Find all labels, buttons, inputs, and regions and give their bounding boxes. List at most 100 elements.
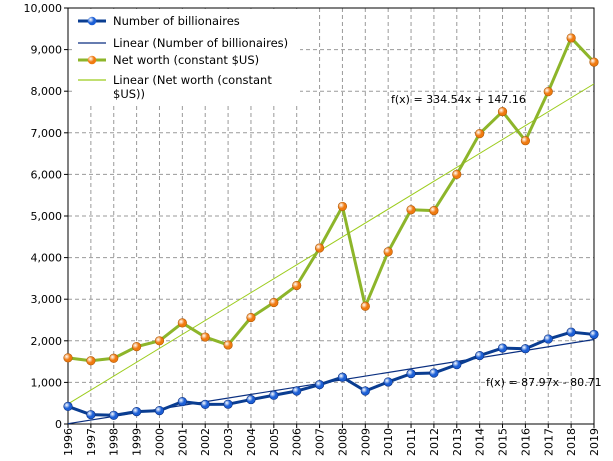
data-point-billionaires	[383, 377, 393, 387]
x-tick-label: 2011	[405, 428, 418, 456]
data-point-billionaires	[154, 406, 165, 416]
trendline-networth	[67, 83, 595, 405]
data-point-networth	[246, 312, 256, 323]
data-point-networth	[475, 129, 485, 139]
x-tick-label: 1996	[62, 428, 75, 456]
x-tick-label: 2012	[428, 428, 441, 456]
x-tick-label: 2006	[291, 428, 304, 456]
y-tick-label: 1,000	[31, 376, 63, 389]
data-point-networth	[566, 33, 576, 43]
y-tick-label: 6,000	[31, 168, 63, 181]
data-point-billionaires	[429, 368, 439, 378]
y-tick-label: 10,000	[24, 2, 63, 15]
legend-box	[72, 9, 300, 103]
data-point-networth	[223, 340, 233, 350]
data-point-networth	[406, 205, 416, 215]
trend-formulas: f(x) = 334.54x + 147.16 f(x) = 87.97x - …	[391, 93, 602, 389]
data-point-billionaires	[246, 394, 256, 405]
data-point-billionaires	[109, 410, 119, 420]
legend-label: $US))	[113, 87, 145, 101]
data-point-networth	[177, 318, 187, 328]
x-tick-label: 2019	[588, 428, 601, 456]
data-point-networth	[360, 301, 370, 311]
y-tick-label: 5,000	[31, 210, 63, 223]
data-point-billionaires	[177, 397, 187, 407]
data-point-billionaires	[406, 369, 416, 379]
x-tick-label: 1999	[131, 428, 144, 456]
x-tick-label: 2004	[245, 428, 258, 456]
data-point-billionaires	[223, 399, 233, 409]
data-point-networth	[109, 353, 119, 363]
x-tick-label: 1998	[108, 428, 121, 456]
x-tick-label: 1997	[85, 428, 98, 456]
data-point-billionaires	[475, 350, 485, 361]
x-tick-label: 2016	[519, 428, 532, 456]
data-point-networth	[63, 353, 73, 363]
data-point-billionaires	[63, 401, 73, 412]
x-tick-label: 2003	[222, 428, 235, 456]
legend-label: Number of billionaires	[113, 14, 240, 28]
data-point-billionaires	[543, 334, 553, 344]
y-tick-label: 3,000	[31, 293, 63, 306]
data-point-billionaires	[292, 386, 302, 396]
x-tick-label: 2017	[542, 428, 555, 456]
data-point-billionaires	[314, 380, 325, 390]
trendlines	[67, 83, 595, 425]
data-point-billionaires	[452, 360, 462, 370]
data-point-networth	[520, 136, 530, 146]
data-point-billionaires	[589, 329, 599, 340]
x-tick-label: 2002	[199, 428, 212, 456]
data-point-billionaires	[497, 343, 508, 353]
y-tick-label: 0	[55, 418, 62, 431]
x-tick-label: 2007	[314, 428, 327, 456]
networth-trend-formula: f(x) = 334.54x + 147.16	[391, 93, 526, 106]
y-tick-label: 4,000	[31, 252, 63, 265]
legend-label: Linear (Net worth (constant	[113, 73, 272, 87]
x-tick-label: 2014	[474, 428, 487, 456]
legend: Number of billionaires Linear (Number of …	[72, 9, 300, 103]
data-point-billionaires	[566, 327, 576, 337]
data-point-networth	[269, 297, 279, 308]
data-point-billionaires	[337, 372, 348, 382]
data-point-networth	[132, 342, 142, 352]
legend-label: Net worth (constant $US)	[113, 53, 259, 67]
x-tick-label: 2009	[359, 428, 372, 456]
y-tick-label: 2,000	[31, 335, 63, 348]
axes	[64, 7, 595, 428]
data-point-networth	[154, 336, 165, 346]
data-point-networth	[86, 356, 96, 366]
data-point-networth	[497, 106, 508, 117]
data-point-networth	[589, 57, 599, 67]
data-point-billionaires	[86, 410, 96, 420]
data-point-billionaires	[360, 386, 370, 396]
x-tick-label: 2013	[451, 428, 464, 456]
data-point-networth	[383, 247, 393, 257]
data-point-billionaires	[269, 390, 279, 400]
y-tick-label: 9,000	[31, 44, 63, 57]
x-tick-label: 2015	[497, 428, 510, 456]
data-point-billionaires	[132, 407, 142, 417]
series	[63, 33, 599, 420]
billionaires-trend-formula: f(x) = 87.97x - 80.71	[486, 376, 602, 389]
data-point-billionaires	[520, 344, 530, 354]
legend-label: Linear (Number of billionaires)	[113, 36, 288, 50]
legend-swatch-marker	[87, 55, 97, 65]
x-tick-label: 2018	[565, 428, 578, 456]
x-tick-label: 2000	[153, 428, 166, 456]
data-point-networth	[452, 169, 462, 179]
x-tick-label: 2010	[382, 428, 395, 456]
data-point-networth	[543, 87, 553, 97]
legend-swatch-marker	[87, 16, 97, 26]
x-tick-label: 2001	[176, 428, 189, 456]
y-tick-label: 8,000	[31, 85, 63, 98]
x-tick-label: 2008	[336, 428, 349, 456]
data-point-networth	[337, 201, 348, 212]
y-tick-label: 7,000	[31, 127, 63, 140]
data-point-networth	[200, 332, 210, 342]
tick-labels: 0 1,000 2,000 3,000 4,000 5,000 6,000 7,000 8,00…	[24, 2, 602, 456]
x-tick-label: 2005	[268, 428, 281, 456]
data-point-billionaires	[200, 399, 210, 410]
data-point-networth	[292, 280, 302, 291]
data-point-networth	[429, 205, 439, 216]
